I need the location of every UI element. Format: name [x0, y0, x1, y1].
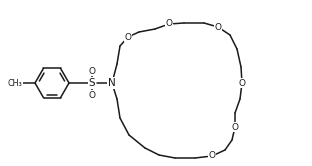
Text: O: O	[124, 33, 131, 42]
Text: O: O	[165, 19, 173, 29]
Text: O: O	[215, 23, 222, 32]
Text: O: O	[208, 152, 216, 161]
Text: S: S	[89, 78, 95, 88]
Text: O: O	[238, 79, 246, 87]
Text: N: N	[108, 78, 116, 88]
Text: CH₃: CH₃	[7, 79, 22, 87]
Text: O: O	[89, 90, 95, 99]
Text: O: O	[89, 67, 95, 76]
Text: O: O	[232, 123, 238, 131]
